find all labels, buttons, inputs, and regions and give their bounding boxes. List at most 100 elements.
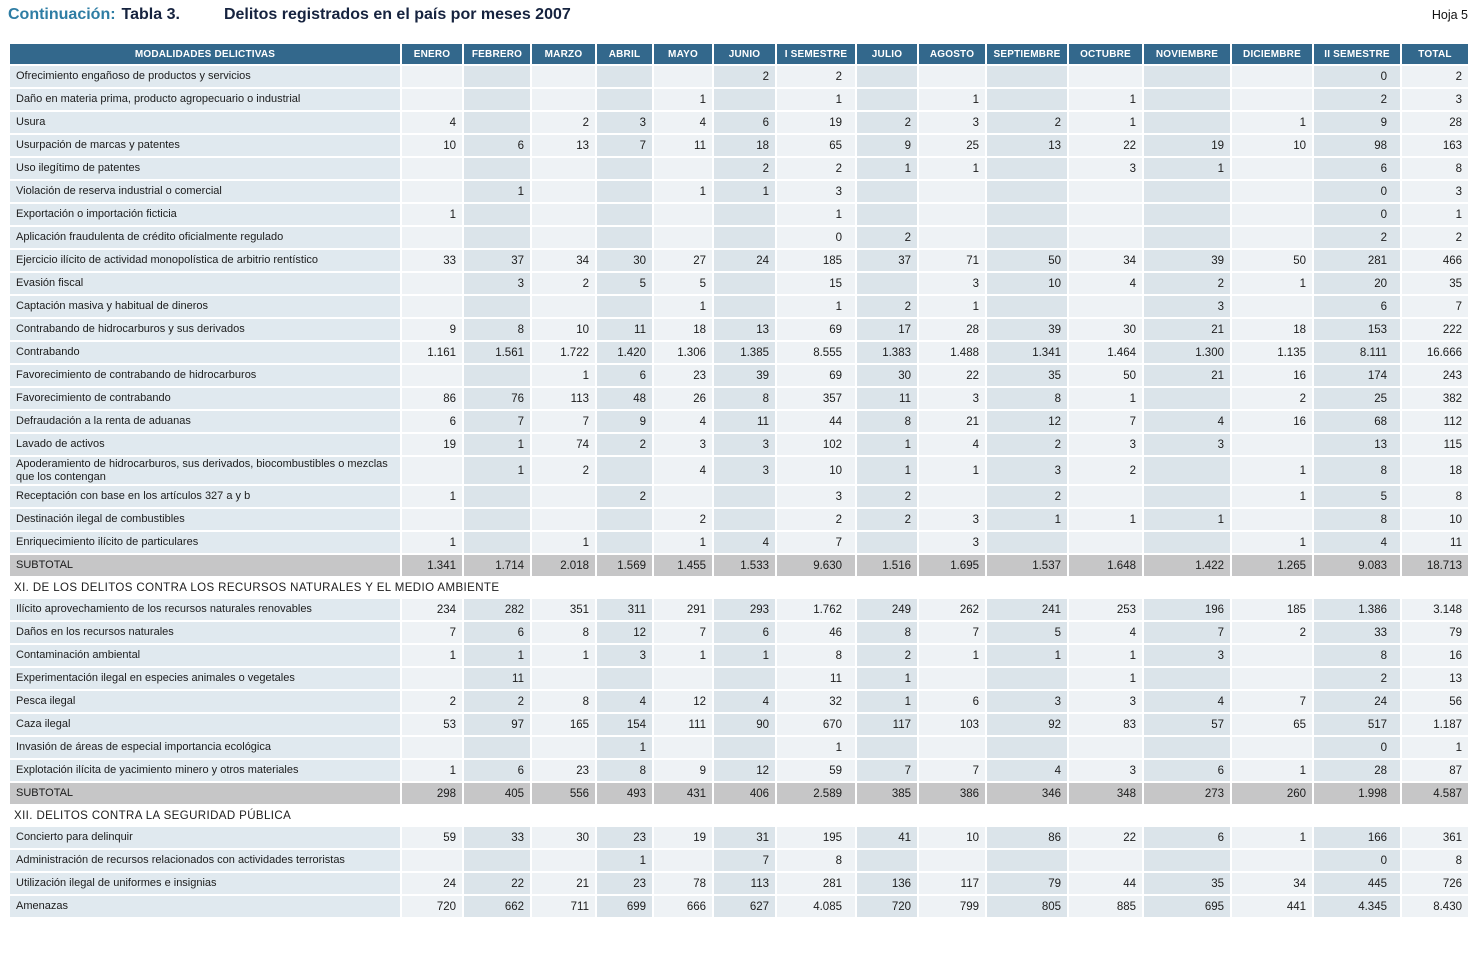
- table-row: Lavado de activos 19 1 74 2 3 3 102 1 4 2 3 3 13 115: [8, 432, 1470, 457]
- value-cell: [462, 484, 532, 510]
- table-row: Contrabando 1.161 1.561 1.722 1.420 1.306 1.38…: [8, 340, 1470, 365]
- value-cell: 65: [775, 133, 857, 158]
- subtotal-row: SUBTOTAL 298 405 556 493 431 406 2.589 385 386 346…: [8, 781, 1470, 807]
- value-cell: 39: [1142, 248, 1232, 273]
- value-cell: 4: [985, 758, 1069, 784]
- value-cell: 3: [1067, 689, 1144, 715]
- column-header-9: AGOSTO: [917, 42, 987, 66]
- value-cell: 32: [775, 689, 857, 715]
- table-row: Destinación ilegal de combustibles 2 2 2 3 1 1…: [8, 507, 1470, 533]
- value-cell: 35: [985, 363, 1069, 388]
- value-cell: 6: [400, 409, 464, 434]
- column-header-15: TOTAL: [1400, 42, 1470, 66]
- value-cell: 441: [1230, 894, 1314, 920]
- value-cell: 260: [1230, 781, 1314, 807]
- value-cell: 3: [712, 454, 777, 487]
- value-cell: 21: [1142, 363, 1232, 388]
- value-cell: 196: [1142, 597, 1232, 623]
- value-cell: 1: [462, 179, 532, 204]
- value-cell: 1: [400, 530, 464, 556]
- value-cell: 8: [712, 386, 777, 411]
- value-cell: 37: [462, 248, 532, 273]
- value-cell: 2: [595, 432, 654, 457]
- value-cell: 10: [1230, 133, 1314, 158]
- value-cell: 8: [530, 689, 597, 715]
- value-cell: 17: [855, 317, 919, 342]
- value-cell: 6: [462, 758, 532, 784]
- value-cell: 19: [775, 110, 857, 135]
- table-row: Pesca ilegal 2 2 8 4 12 4 32 1 6 3 3 4 7 24 56: [8, 689, 1470, 715]
- value-cell: 1: [1230, 110, 1314, 135]
- value-cell: 11: [775, 666, 857, 692]
- table-row: Invasión de áreas de especial importanci…: [8, 735, 1470, 761]
- value-cell: [1230, 179, 1314, 204]
- row-label: Daño en materia prima, producto agropecu…: [8, 87, 402, 112]
- value-cell: [1067, 848, 1144, 874]
- value-cell: 185: [1230, 597, 1314, 623]
- value-cell: 3: [775, 179, 857, 204]
- value-cell: [855, 271, 919, 296]
- value-cell: 28: [1312, 758, 1402, 784]
- table-row: Ilícito aprovechamiento de los recursos …: [8, 597, 1470, 623]
- value-cell: 720: [855, 894, 919, 920]
- value-cell: 37: [855, 248, 919, 273]
- row-label: Ilícito aprovechamiento de los recursos …: [8, 597, 402, 623]
- value-cell: [400, 454, 464, 487]
- value-cell: 11: [595, 317, 654, 342]
- value-cell: 23: [652, 363, 714, 388]
- value-cell: 163: [1400, 133, 1470, 158]
- value-cell: 9: [855, 133, 919, 158]
- value-cell: 10: [530, 317, 597, 342]
- value-cell: 11: [462, 666, 532, 692]
- value-cell: 1: [652, 179, 714, 204]
- value-cell: [985, 294, 1069, 319]
- value-cell: 97: [462, 712, 532, 738]
- value-cell: 4: [652, 454, 714, 487]
- value-cell: 2: [712, 156, 777, 181]
- value-cell: [400, 666, 464, 692]
- value-cell: [1230, 87, 1314, 112]
- value-cell: [917, 666, 987, 692]
- value-cell: 20: [1312, 271, 1402, 296]
- value-cell: 234: [400, 597, 464, 623]
- value-cell: 3: [1142, 294, 1232, 319]
- row-label: Destinación ilegal de combustibles: [8, 507, 402, 533]
- value-cell: 4: [1067, 271, 1144, 296]
- value-cell: 8.111: [1312, 340, 1402, 365]
- value-cell: [530, 294, 597, 319]
- value-cell: [530, 64, 597, 89]
- value-cell: 2: [1400, 64, 1470, 89]
- row-label: Favorecimiento de contrabando de hidroca…: [8, 363, 402, 388]
- row-label: Enriquecimiento ilícito de particulares: [8, 530, 402, 556]
- value-cell: 1: [1400, 735, 1470, 761]
- value-cell: 885: [1067, 894, 1144, 920]
- value-cell: [855, 202, 919, 227]
- sheet-number: Hoja 5: [1431, 8, 1468, 22]
- column-header-4: ABRIL: [595, 42, 654, 66]
- value-cell: [462, 363, 532, 388]
- value-cell: 22: [1067, 133, 1144, 158]
- value-cell: [595, 87, 654, 112]
- value-cell: 2: [400, 689, 464, 715]
- value-cell: [400, 848, 464, 874]
- value-cell: [855, 179, 919, 204]
- value-cell: [1142, 848, 1232, 874]
- value-cell: 1: [1067, 87, 1144, 112]
- value-cell: 92: [985, 712, 1069, 738]
- value-cell: 281: [775, 871, 857, 897]
- value-cell: 3: [1067, 758, 1144, 784]
- value-cell: 111: [652, 712, 714, 738]
- value-cell: [1142, 225, 1232, 250]
- value-cell: [1067, 530, 1144, 556]
- value-cell: [530, 507, 597, 533]
- value-cell: 2: [855, 507, 919, 533]
- value-cell: 7: [775, 530, 857, 556]
- value-cell: 15: [775, 271, 857, 296]
- row-label: SUBTOTAL: [8, 553, 402, 579]
- value-cell: 666: [652, 894, 714, 920]
- value-cell: 1: [652, 530, 714, 556]
- value-cell: [1142, 179, 1232, 204]
- value-cell: [1067, 64, 1144, 89]
- value-cell: 1: [462, 643, 532, 669]
- value-cell: [712, 87, 777, 112]
